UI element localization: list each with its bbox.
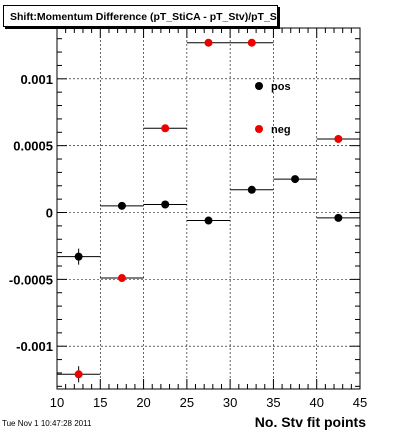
x-tick-label: 30 — [223, 395, 237, 410]
y-tick-label: -0.001 — [16, 339, 53, 354]
legend-label-neg: neg — [271, 124, 291, 136]
y-tick-label: -0.0005 — [9, 272, 53, 287]
neg-data-point — [161, 124, 170, 133]
x-tick-label: 25 — [180, 395, 194, 410]
pos-data-point — [334, 213, 343, 222]
y-tick-label: 0.0005 — [13, 139, 53, 154]
x-tick-label: 45 — [353, 395, 367, 410]
grid — [57, 28, 360, 389]
y-tick-label: 0 — [46, 206, 53, 221]
x-tick-label: 10 — [50, 395, 64, 410]
pos-data-point — [247, 185, 256, 194]
x-tick-label: 40 — [309, 395, 323, 410]
x-tick-label: 35 — [266, 395, 280, 410]
legend-marker-pos — [255, 82, 263, 90]
legend: pos neg — [255, 81, 291, 136]
legend-marker-neg — [255, 125, 263, 133]
neg-data-point — [117, 274, 126, 283]
x-tick-label: 15 — [93, 395, 107, 410]
pos-data-point — [117, 201, 126, 210]
neg-data-point — [247, 38, 256, 47]
neg-data-point — [334, 134, 343, 143]
neg-data-point — [204, 38, 213, 47]
timestamp: Tue Nov 1 10:47:28 2011 — [2, 419, 92, 428]
pos-data-point — [291, 175, 300, 184]
data-layer — [57, 38, 360, 383]
chart-title: Shift:Momentum Difference (pT_StiCA - pT… — [3, 5, 278, 27]
axes: 10 15 20 25 30 35 40 45 0.001 0.0005 0 -0.0005 -0.00… — [9, 28, 367, 410]
pos-data-point — [204, 216, 213, 225]
plot-frame — [56, 27, 361, 390]
plot-border — [56, 27, 361, 390]
x-tick-label: 20 — [136, 395, 150, 410]
pos-data-point — [161, 200, 170, 209]
pos-data-point — [74, 252, 83, 261]
neg-data-point — [74, 370, 83, 379]
legend-label-pos: pos — [271, 81, 291, 93]
x-axis-title: No. Stv fit points — [255, 414, 366, 430]
y-tick-label: 0.001 — [20, 72, 53, 87]
